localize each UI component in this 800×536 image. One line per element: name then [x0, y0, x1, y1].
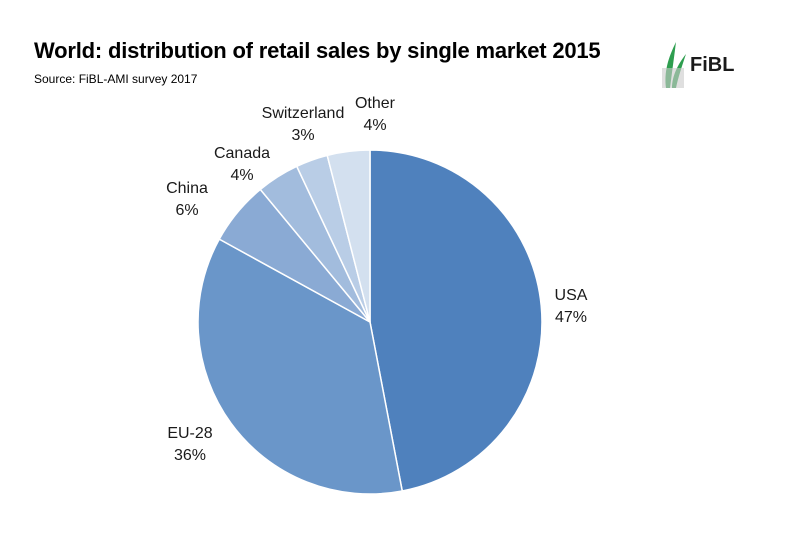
fibl-logo: FiBL — [660, 38, 760, 90]
slice-label-canada: Canada 4% — [214, 145, 270, 184]
pie-slice-eu-28 — [197, 238, 404, 495]
slice-label-eu-28: EU-28 36% — [167, 425, 212, 464]
slice-label-switzerland: Switzerland 3% — [262, 105, 345, 144]
leaf-icon — [662, 42, 686, 88]
pie-slice-usa — [369, 149, 543, 492]
chart-title: World: distribution of retail sales by s… — [34, 38, 601, 63]
pie-slice-other — [326, 149, 371, 323]
source-note: Source: FiBL-AMI survey 2017 — [34, 72, 198, 86]
slice-label-usa: USA 47% — [555, 287, 588, 326]
slice-label-china: China 6% — [166, 180, 208, 219]
slice-label-other: Other 4% — [355, 95, 396, 134]
logo-text: FiBL — [690, 54, 735, 76]
